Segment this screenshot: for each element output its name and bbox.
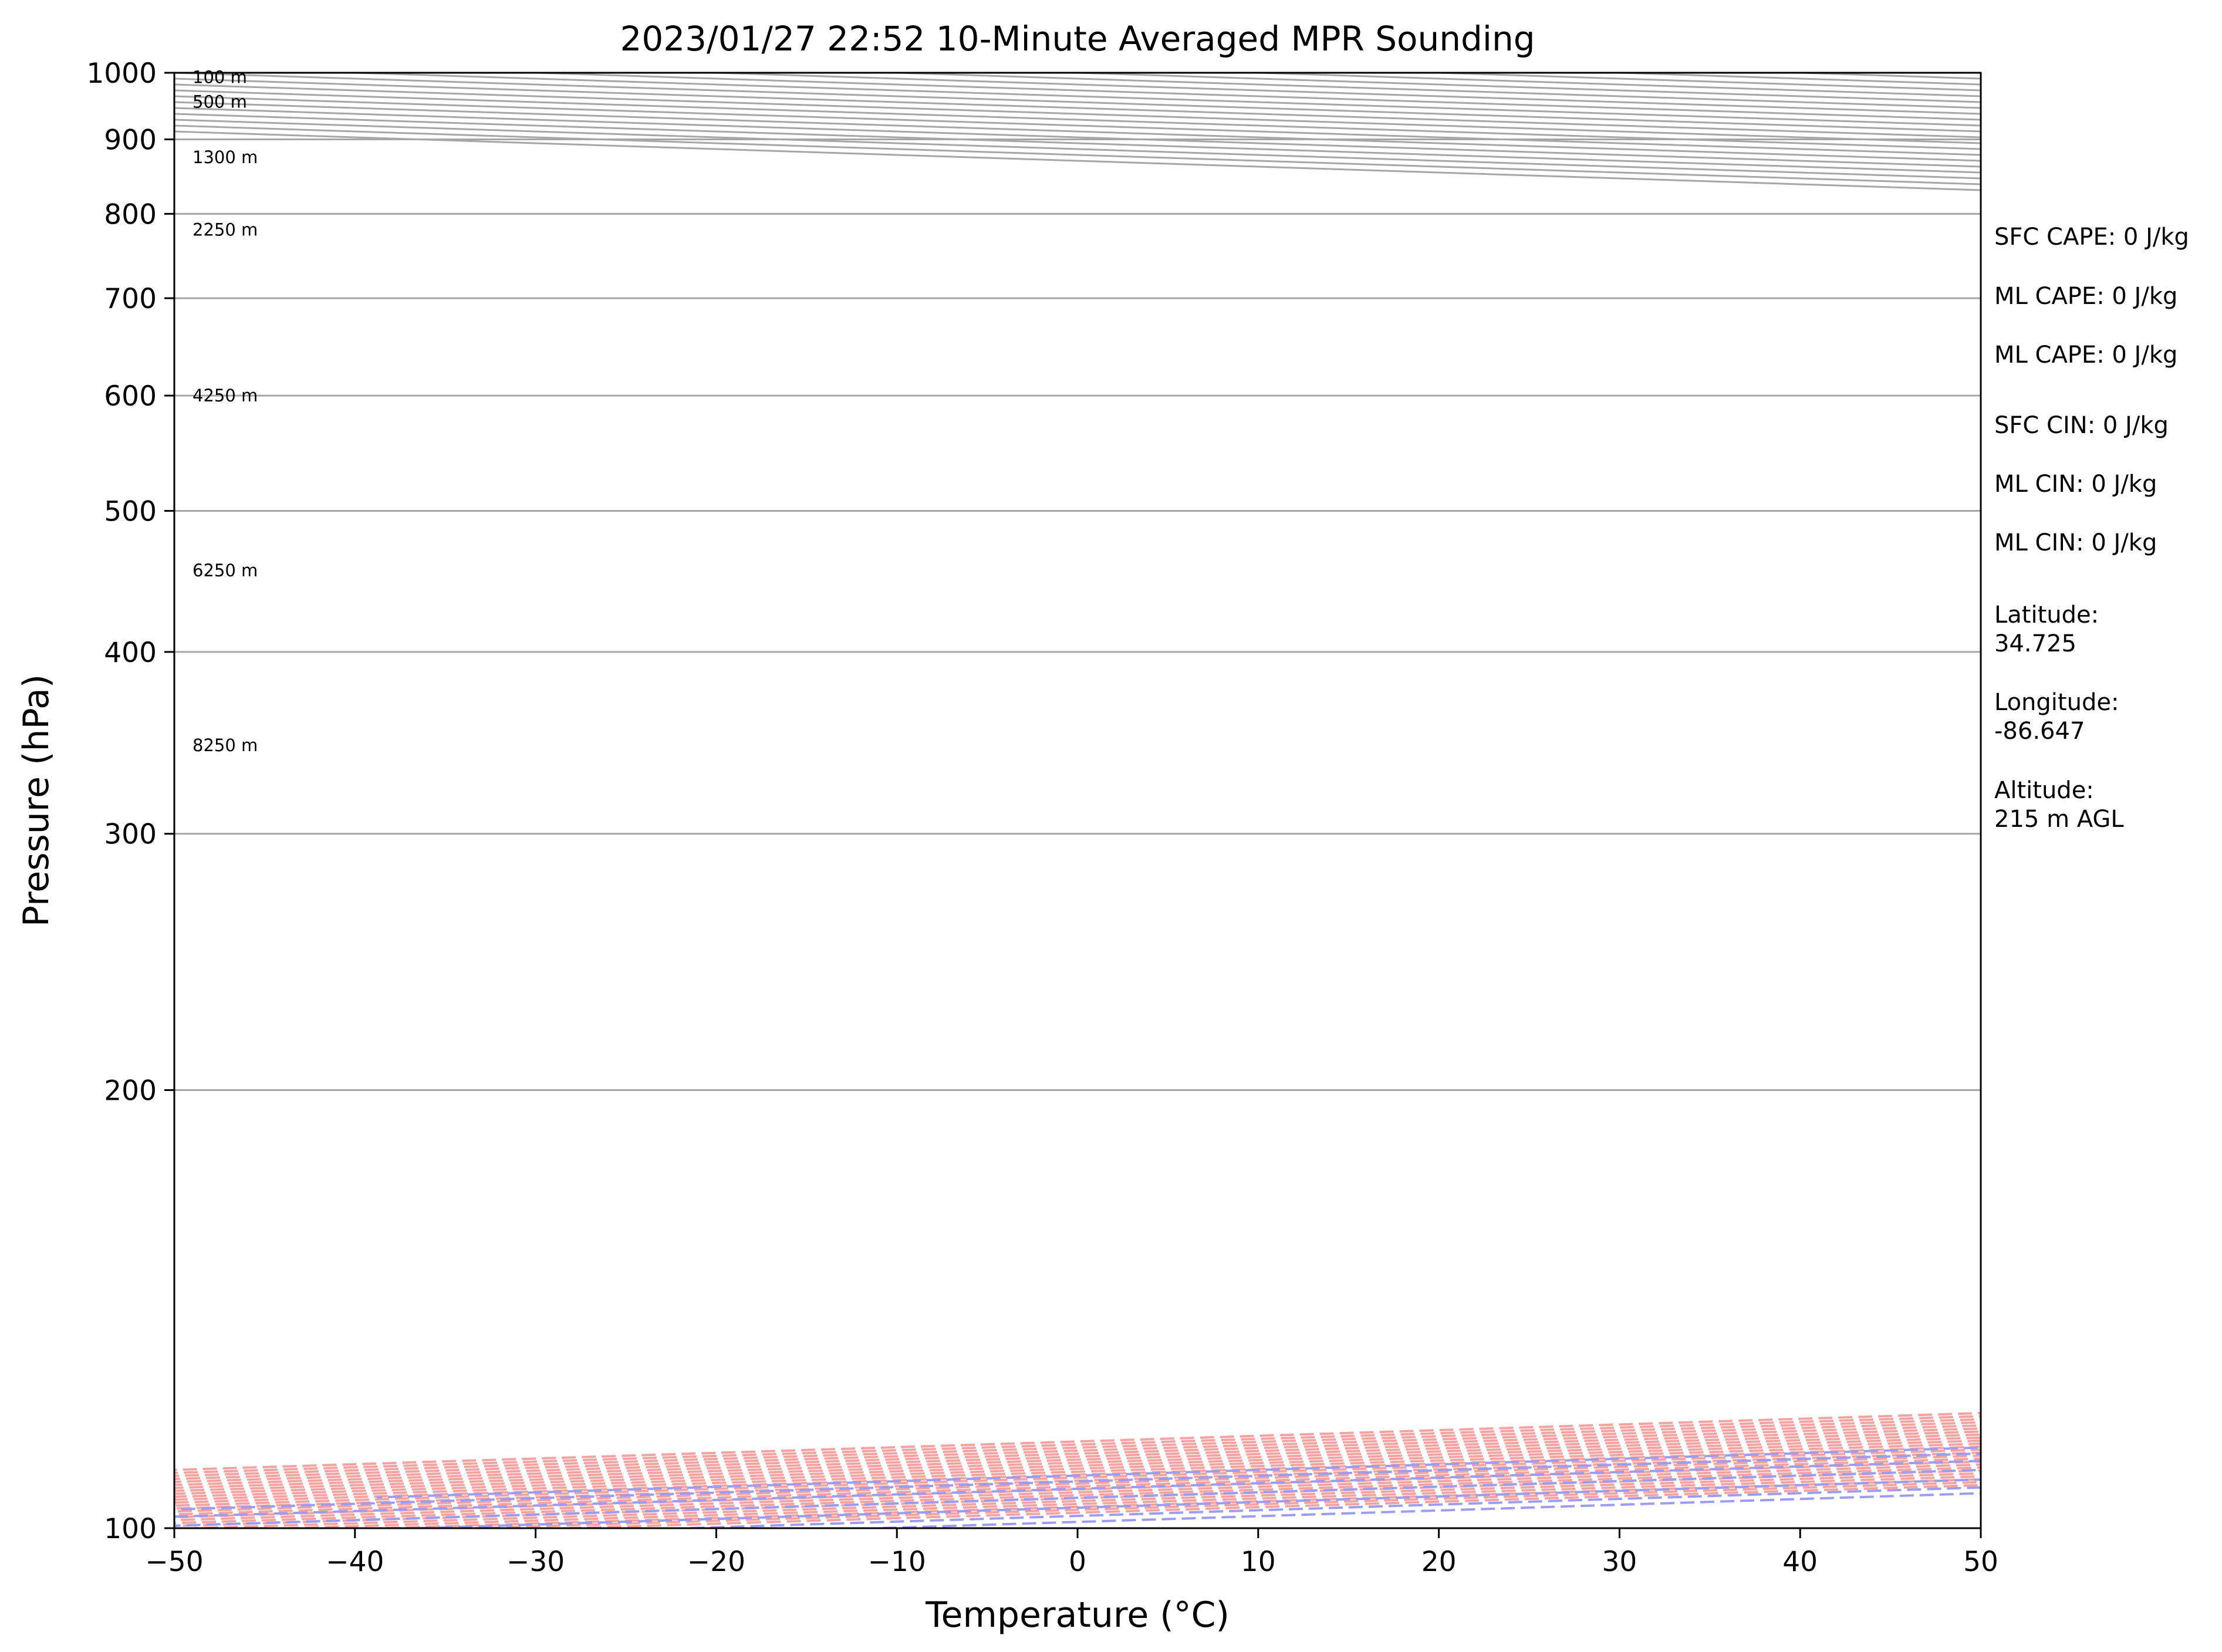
x-tick-label-9: 40 — [1782, 1546, 1818, 1578]
dry-adiabat-383 — [0, 73, 2222, 1528]
dry-adiabat-363 — [0, 73, 2222, 1528]
isotherm--60 — [0, 73, 2222, 1528]
altitude-label: Altitude: — [1994, 777, 2094, 804]
dry-adiabat-323 — [0, 73, 2222, 1528]
isotherm--80 — [0, 73, 2222, 1528]
isotherm--30 — [536, 73, 2222, 1528]
isotherm--110 — [0, 73, 2222, 1528]
y-tick-label-9: 100 — [104, 1513, 157, 1545]
latitude-label: Latitude: — [1994, 602, 2099, 629]
x-axis-label: Temperature (°C) — [925, 1594, 1230, 1636]
height-label-1: 500 m — [193, 92, 247, 112]
y-tick-label-5: 500 — [104, 496, 157, 528]
x-tick-label-7: 20 — [1421, 1546, 1457, 1578]
isotherm--100 — [0, 73, 2222, 1528]
latitude-value: 34.725 — [1994, 630, 2076, 657]
height-label-6: 8250 m — [193, 735, 258, 755]
y-tick-label-1: 900 — [104, 124, 157, 156]
moist-adiabats — [0, 73, 2222, 1528]
isotherm--70 — [0, 73, 2222, 1528]
moist-adiabat-34 — [93, 73, 2222, 1528]
x-tick-label-5: 0 — [1069, 1546, 1086, 1578]
dry-adiabat-333 — [0, 73, 2222, 1528]
x-tick-label-10: 50 — [1963, 1546, 1998, 1578]
isotherm--150 — [0, 73, 2222, 1528]
isotherm--140 — [0, 73, 2222, 1528]
ml-cin-text: ML CIN: 0 J/kg — [1994, 471, 2157, 498]
y-tick-label-7: 300 — [104, 819, 157, 851]
dry-adiabat-343 — [0, 73, 2222, 1528]
height-label-3: 2250 m — [193, 220, 258, 240]
moist-adiabat-30 — [0, 73, 2222, 1528]
plot-frame — [174, 73, 1981, 1528]
dry-adiabat-353 — [0, 73, 2222, 1528]
x-tick-label-8: 30 — [1602, 1546, 1637, 1578]
dry-adiabat-263 — [0, 73, 2222, 1528]
longitude-label: Longitude: — [1994, 689, 2119, 716]
x-tick-label-3: −20 — [687, 1546, 745, 1578]
moist-adiabat-38 — [418, 73, 2222, 1528]
isotherm--90 — [0, 73, 2222, 1528]
dry-adiabat-273 — [0, 73, 2222, 1528]
dry-adiabat-243 — [0, 73, 2222, 1528]
dry-adiabat-413 — [8, 73, 2222, 1528]
info-panel: SFC CAPE: 0 J/kg ML CAPE: 0 J/kg ML CAPE… — [1994, 224, 2189, 833]
isobar-grid — [174, 139, 1981, 1090]
y-tick-label-3: 700 — [104, 283, 157, 315]
sfc-cape-text: SFC CAPE: 0 J/kg — [1994, 224, 2189, 251]
x-tick-label-2: −30 — [506, 1546, 565, 1578]
axis-ticks: −50 −40 −30 −20 −10 0 10 20 30 40 50 1000 900 800 700 6… — [86, 58, 1998, 1578]
chart-title: 2023/01/27 22:52 10-Minute Averaged MPR … — [620, 19, 1535, 59]
y-tick-label-6: 400 — [104, 637, 157, 669]
altitude-value: 215 m AGL — [1994, 806, 2124, 833]
y-tick-label-2: 800 — [104, 198, 157, 231]
dry-adiabat-443 — [288, 73, 2222, 1528]
y-tick-label-0: 1000 — [86, 58, 157, 90]
height-label-0: 100 m — [193, 67, 247, 87]
dry-adiabat-313 — [0, 73, 2222, 1528]
ml-cin-text-2: ML CIN: 0 J/kg — [1994, 529, 2157, 556]
y-tick-label-8: 200 — [104, 1075, 157, 1107]
dry-adiabat-403 — [0, 73, 2222, 1528]
dry-adiabat-393 — [0, 73, 2222, 1528]
dry-adiabat-423 — [101, 73, 2222, 1528]
x-tick-label-1: −40 — [326, 1546, 384, 1578]
y-tick-label-4: 600 — [104, 380, 157, 413]
height-label-2: 1300 m — [193, 147, 258, 167]
dry-adiabat-283 — [0, 73, 2222, 1528]
isotherm--50 — [174, 73, 2222, 1528]
ml-cape-text: ML CAPE: 0 J/kg — [1994, 283, 2177, 310]
longitude-value: -86.647 — [1994, 718, 2085, 745]
isotherm-grid — [0, 73, 2222, 1528]
dry-adiabat-233 — [0, 73, 2222, 1528]
ml-cape-text-2: ML CAPE: 0 J/kg — [1994, 342, 2177, 369]
dry-adiabat-453 — [382, 73, 2222, 1528]
x-tick-label-6: 10 — [1241, 1546, 1276, 1578]
isotherm--40 — [355, 73, 2222, 1528]
plot-area — [0, 73, 2222, 1528]
height-label-4: 4250 m — [193, 386, 258, 406]
dry-adiabat-293 — [0, 73, 2222, 1528]
moist-adiabat-22 — [377, 73, 2222, 1498]
dry-adiabats — [0, 73, 2222, 1528]
dry-adiabat-463 — [475, 73, 2222, 1528]
x-tick-label-0: −50 — [145, 1546, 203, 1578]
moist-adiabat-42 — [687, 73, 2222, 1528]
x-tick-label-4: −10 — [868, 1546, 926, 1578]
height-label-5: 6250 m — [193, 560, 258, 580]
isotherm--130 — [0, 73, 2222, 1528]
dry-adiabat-473 — [569, 73, 2222, 1528]
isotherm--120 — [0, 73, 2222, 1528]
dry-adiabat-303 — [0, 73, 2222, 1528]
dry-adiabat-373 — [0, 73, 2222, 1528]
y-axis-label: Pressure (hPa) — [16, 674, 57, 927]
moist-adiabat-26 — [0, 73, 2222, 1528]
dry-adiabat-253 — [0, 73, 2222, 1528]
sfc-cin-text: SFC CIN: 0 J/kg — [1994, 412, 2169, 439]
dry-adiabat-433 — [195, 73, 2222, 1528]
